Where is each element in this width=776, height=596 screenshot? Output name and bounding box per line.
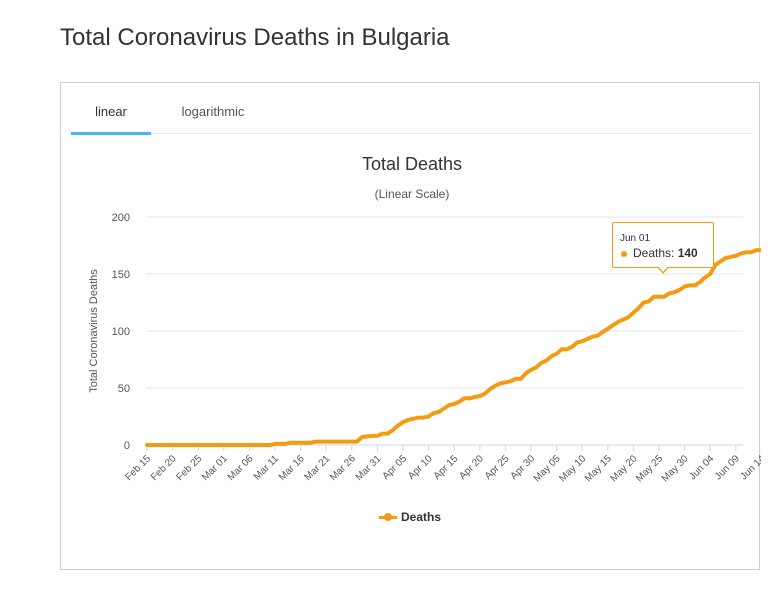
x-tick-label: Mar 11	[252, 453, 282, 483]
tooltip-pointer-fill	[658, 266, 668, 272]
y-axis-ticks: 0 50 100 150 200	[112, 212, 130, 452]
y-tick-label: 200	[112, 212, 130, 224]
tab-logarithmic[interactable]: logarithmic	[181, 104, 245, 119]
y-axis-label: Total Coronavirus Deaths	[88, 269, 100, 393]
y-tick-label: 100	[112, 326, 130, 338]
deaths-series-line[interactable]	[145, 235, 761, 447]
x-tick-label: Apr 10	[406, 453, 435, 482]
x-tick-label: Mar 16	[277, 453, 307, 483]
x-tick-label: May 10	[557, 453, 588, 484]
scale-tabs: linear logarithmic	[71, 95, 751, 135]
chart-title: Total Deaths	[362, 154, 462, 174]
legend-dot-marker	[384, 513, 392, 521]
active-tab-indicator	[71, 132, 151, 135]
chart-panel: linear logarithmic Total Deaths (Linear …	[60, 82, 761, 570]
page-title: Total Coronavirus Deaths in Bulgaria	[60, 24, 450, 51]
x-tick-label: Jun 04	[687, 453, 716, 482]
deaths-chart: Total Deaths (Linear Scale) Total Corona…	[88, 154, 761, 484]
x-tick-label: May 05	[532, 453, 563, 484]
x-tick-label: Apr 20	[457, 453, 486, 482]
x-tick-label: Mar 06	[226, 453, 256, 483]
tooltip-date: Jun 01	[620, 233, 651, 244]
x-tick-label: May 25	[634, 453, 665, 484]
tab-linear[interactable]: linear	[95, 104, 127, 119]
x-tick-label: Jun 14	[739, 453, 761, 482]
x-tick-label: Mar 01	[200, 453, 230, 483]
tooltip-series-marker	[621, 251, 627, 257]
x-tick-label: Jun 09	[713, 453, 742, 482]
y-tick-label: 50	[118, 383, 130, 395]
x-tick-label: Feb 15	[123, 453, 153, 483]
x-tick-label: Mar 31	[354, 453, 384, 483]
tooltip-series-name: Deaths	[633, 246, 672, 260]
x-tick-label: Feb 20	[149, 453, 179, 483]
y-tick-label: 150	[112, 269, 130, 281]
x-tick-label: May 30	[660, 453, 691, 484]
x-tick-label: Mar 26	[328, 453, 358, 483]
chart-tooltip: Jun 01 Deaths: 140	[612, 222, 714, 268]
chart-subtitle: (Linear Scale)	[375, 187, 450, 201]
legend-label: Deaths	[401, 510, 442, 524]
y-tick-label: 0	[124, 440, 130, 452]
x-tick-label: May 20	[609, 453, 640, 484]
x-tick-label: Feb 25	[175, 453, 205, 483]
x-tick-label: May 15	[583, 453, 614, 484]
x-tick-label: Apr 25	[483, 453, 512, 482]
gridlines	[146, 216, 743, 389]
tooltip-value: 140	[677, 246, 698, 260]
x-tick-label: Mar 21	[303, 453, 333, 483]
x-tick-label: Apr 15	[432, 453, 461, 482]
x-tick-label: Apr 05	[381, 453, 410, 482]
tooltip-series-text: Deaths: 140	[633, 246, 698, 260]
